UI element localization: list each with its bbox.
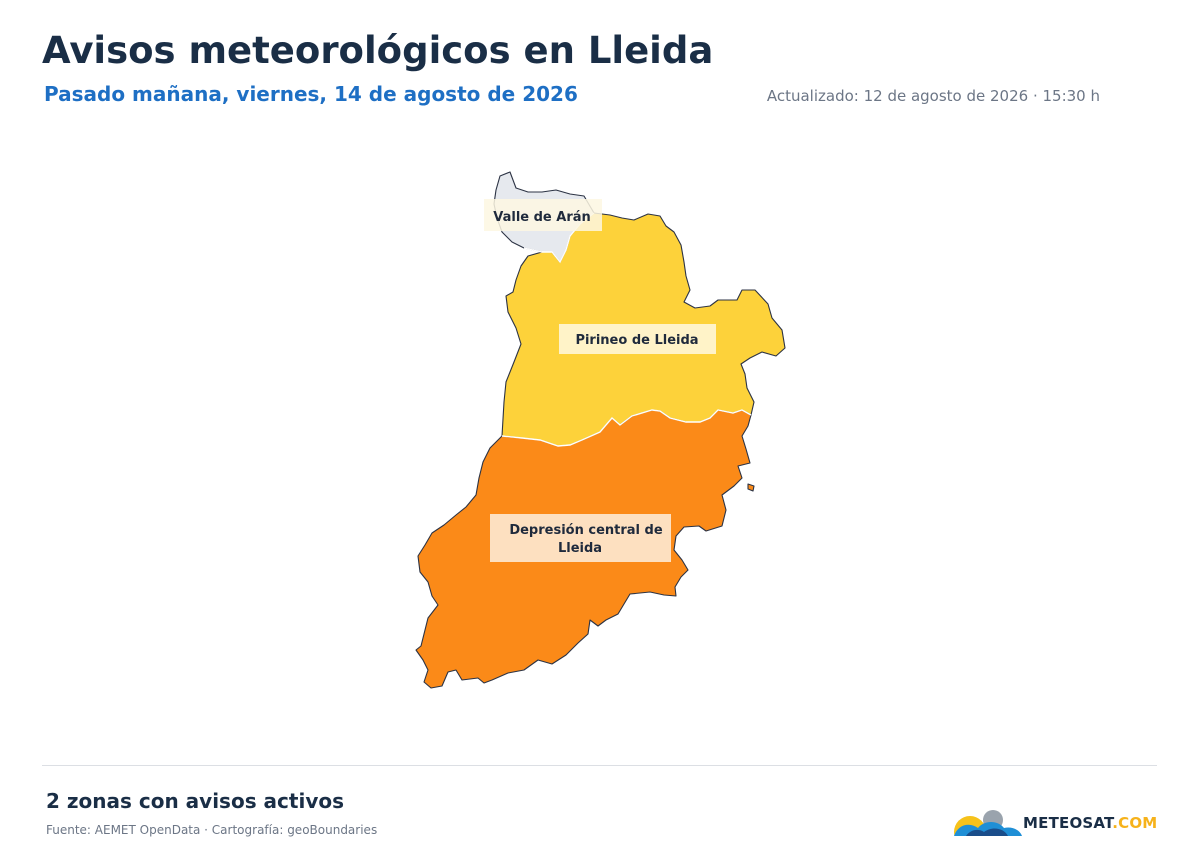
page-title: Avisos meteorológicos en Lleida xyxy=(42,29,714,72)
meteosat-logo[interactable]: METEOSAT.COM xyxy=(948,806,1160,836)
data-source: Fuente: AEMET OpenData · Cartografía: ge… xyxy=(46,823,378,837)
active-zones-summary: 2 zonas con avisos activos xyxy=(46,789,345,813)
label-pirineo: Pirineo de Lleida xyxy=(559,324,716,354)
logo-wordmark: METEOSAT.COM xyxy=(1023,814,1158,832)
label-depresion-central: Depresión central de Lleida xyxy=(490,514,671,562)
zone-name-line-1: Depresión central de xyxy=(509,523,663,538)
zone-fragment xyxy=(747,483,755,492)
zone-name-line-2: Lleida xyxy=(558,541,602,556)
sun-cloud-icon xyxy=(954,810,1022,836)
forecast-date: Pasado mañana, viernes, 14 de agosto de … xyxy=(44,82,578,106)
label-valle-aran: Valle de Arán xyxy=(484,199,602,231)
footer-divider xyxy=(42,765,1157,766)
zone-name: Valle de Arán xyxy=(493,210,591,225)
border-pirineo-depresion xyxy=(501,409,752,447)
zone-name: Pirineo de Lleida xyxy=(575,333,698,348)
updated-timestamp: Actualizado: 12 de agosto de 2026 · 15:3… xyxy=(766,87,1100,105)
